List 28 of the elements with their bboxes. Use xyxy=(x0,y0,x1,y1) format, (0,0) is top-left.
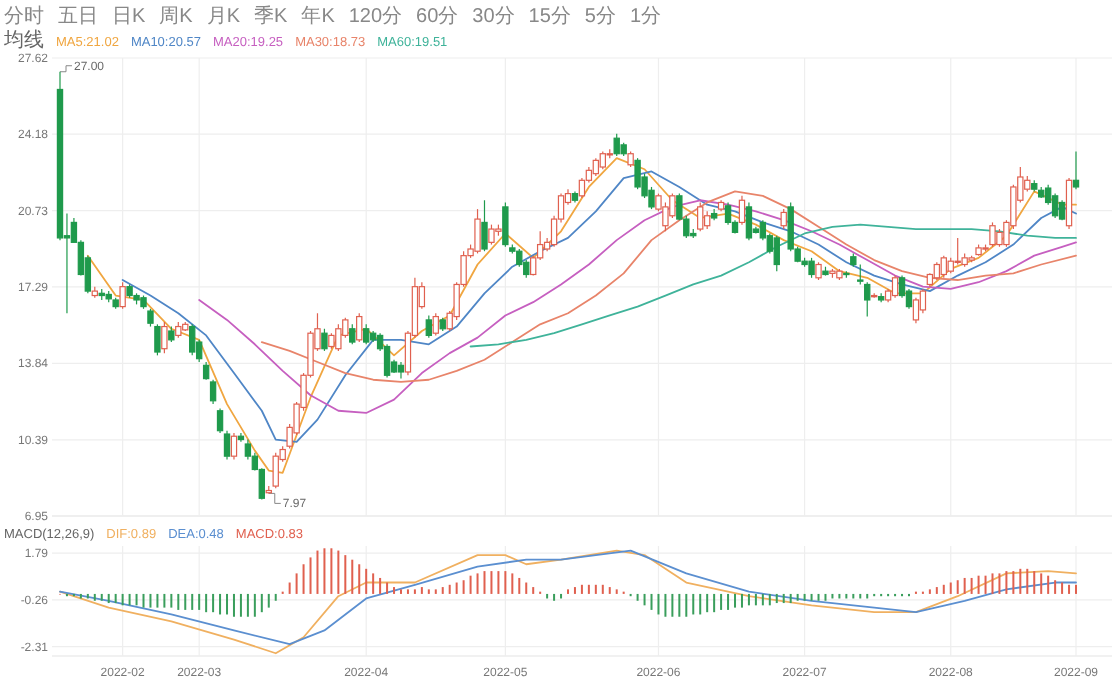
text: 年K xyxy=(301,4,336,28)
text: 季K xyxy=(254,4,289,28)
line-series xyxy=(121,170,1077,443)
candlestick xyxy=(202,361,210,380)
candlestick xyxy=(578,177,586,199)
line-series xyxy=(86,157,1077,474)
line-series xyxy=(198,199,1077,414)
text: 日K xyxy=(112,6,146,28)
text: 60分 xyxy=(416,4,459,28)
text: 1分 xyxy=(629,4,662,28)
text: 分时 xyxy=(4,4,44,28)
text: 五日 xyxy=(58,6,98,28)
candlestick xyxy=(223,430,231,461)
candlestick xyxy=(383,343,391,379)
candlestick xyxy=(1065,177,1073,230)
candlestick xyxy=(724,201,732,226)
candlestick xyxy=(738,195,746,226)
line-series xyxy=(260,190,1077,383)
text: 周K xyxy=(159,6,194,28)
text: 15分 xyxy=(528,4,571,28)
line-series xyxy=(469,223,1077,348)
chart-title: 均线 xyxy=(2,28,44,52)
candlestick xyxy=(397,361,405,380)
text: 30分 xyxy=(472,4,515,28)
text: 月K xyxy=(206,6,241,28)
candlestick xyxy=(230,432,238,461)
text: 5分 xyxy=(584,4,616,28)
text: 120分 xyxy=(348,4,403,28)
